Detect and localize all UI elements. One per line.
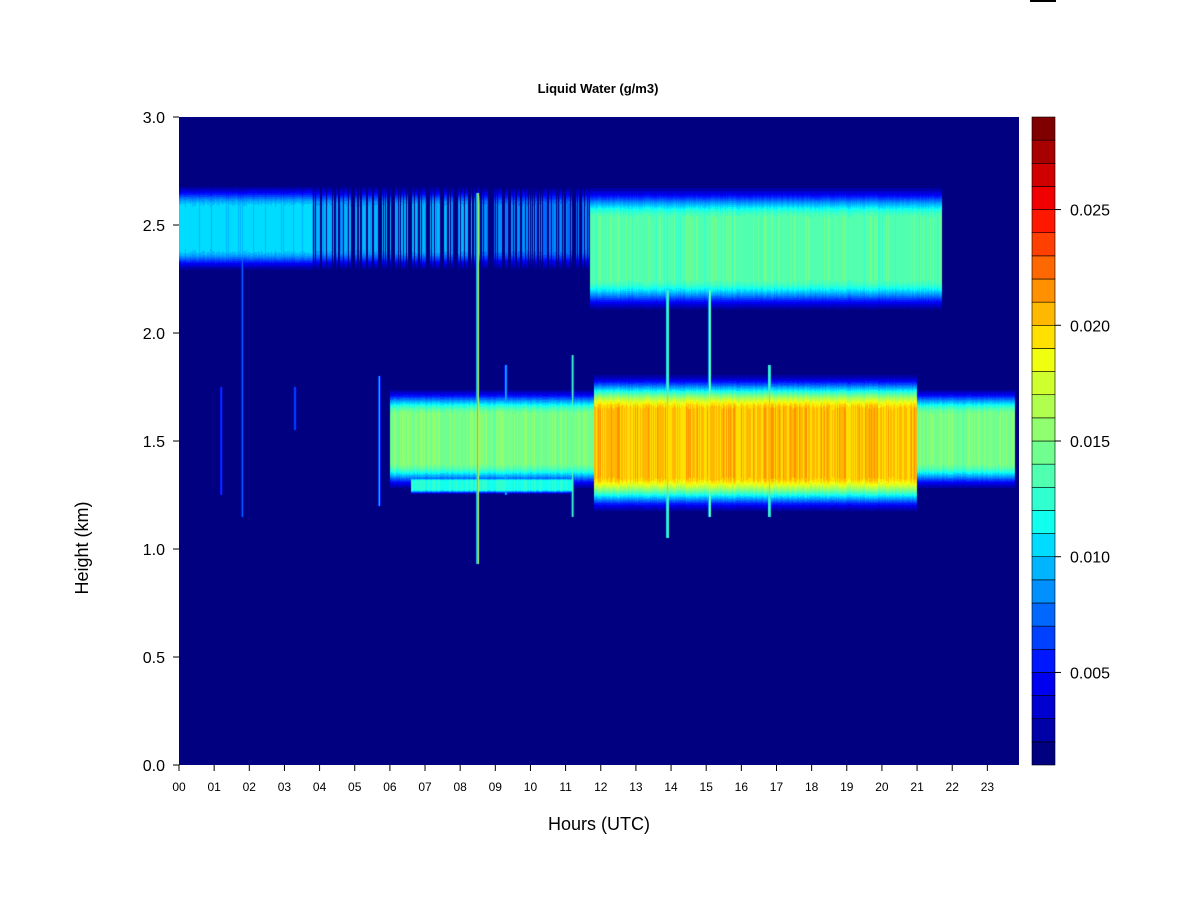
colorbar-swatch [1031, 440, 1056, 465]
x-tick-label: 13 [629, 780, 643, 794]
colorbar-swatch [1031, 162, 1056, 187]
colorbar-swatch [1031, 648, 1056, 673]
y-tick-label: 1.0 [143, 542, 165, 559]
colorbar-swatch [1031, 116, 1056, 141]
colorbar-swatch [1031, 556, 1056, 581]
colorbar-swatch [1031, 486, 1056, 511]
x-tick-label: 17 [770, 780, 784, 794]
colorbar-tick-label: 0.015 [1070, 434, 1110, 451]
heatmap-area [179, 117, 1019, 765]
x-tick-label: 04 [313, 780, 327, 794]
x-tick-label: 23 [981, 780, 995, 794]
x-tick-label: 01 [207, 780, 221, 794]
colorbar-swatch [1031, 348, 1056, 372]
y-tick-label: 3.0 [143, 110, 165, 127]
x-tick-label: 21 [910, 780, 924, 794]
colorbar-swatch [1031, 602, 1056, 627]
x-tick-label: 05 [348, 780, 362, 794]
colorbar-swatch [1031, 301, 1056, 326]
x-tick-label: 14 [664, 780, 678, 794]
y-tick-label: 2.0 [143, 326, 165, 343]
x-tick-label: 02 [243, 780, 257, 794]
colorbar-swatch [1031, 741, 1056, 766]
x-tick-label: 06 [383, 780, 397, 794]
x-tick-label: 07 [418, 780, 432, 794]
colorbar-tick-label: 0.010 [1070, 550, 1110, 567]
colorbar-tick-label: 0.025 [1070, 203, 1110, 220]
colorbar [1031, 116, 1056, 766]
colorbar-swatch [1031, 417, 1056, 442]
colorbar-swatch [1031, 371, 1056, 396]
colorbar-swatch [1031, 186, 1056, 210]
colorbar-swatch [1031, 533, 1056, 558]
x-tick-label: 10 [524, 780, 538, 794]
colorbar-swatch [1031, 463, 1056, 488]
x-tick-label: 00 [172, 780, 186, 794]
colorbar-ticks: 0.005 0.010 0.015 0.020 0.025 [1055, 203, 1110, 682]
x-axis: 00 01 02 03 04 05 06 07 08 09 10 11 12 13 14 15 16 17 18 19… [172, 765, 994, 794]
x-tick-label: 08 [453, 780, 467, 794]
x-tick-label: 09 [489, 780, 503, 794]
colorbar-swatch [1031, 510, 1056, 534]
colorbar-swatch [1031, 209, 1056, 234]
y-tick-label: 1.5 [143, 434, 165, 451]
x-tick-label: 11 [559, 780, 572, 794]
y-tick-label: 2.5 [143, 218, 165, 235]
colorbar-tick-label: 0.005 [1070, 665, 1110, 682]
legend-corner-mark [1030, 0, 1056, 2]
x-tick-label: 15 [700, 780, 714, 794]
x-tick-label: 22 [946, 780, 960, 794]
colorbar-swatch [1031, 718, 1056, 743]
y-axis-label: Height (km) [72, 501, 92, 594]
chart-title: Liquid Water (g/m3) [538, 81, 659, 96]
x-axis-label: Hours (UTC) [548, 814, 650, 834]
colorbar-swatch [1031, 324, 1056, 349]
colorbar-swatch [1031, 139, 1056, 164]
y-tick-label: 0.5 [143, 650, 165, 667]
colorbar-swatch [1031, 625, 1056, 650]
x-tick-label: 20 [875, 780, 889, 794]
colorbar-swatch [1031, 672, 1056, 696]
x-tick-label: 12 [594, 780, 608, 794]
x-tick-label: 03 [278, 780, 292, 794]
colorbar-swatch [1031, 255, 1056, 280]
colorbar-swatch [1031, 579, 1056, 604]
colorbar-swatch [1031, 232, 1056, 257]
colorbar-swatch [1031, 394, 1056, 419]
colorbar-swatch [1031, 695, 1056, 720]
y-axis: 0.0 0.5 1.0 1.5 2.0 2.5 3.0 [143, 110, 179, 775]
x-tick-label: 19 [840, 780, 854, 794]
colorbar-tick-label: 0.020 [1070, 318, 1110, 335]
x-tick-label: 18 [805, 780, 819, 794]
x-tick-label: 16 [735, 780, 749, 794]
y-tick-label: 0.0 [143, 758, 165, 775]
colorbar-swatch [1031, 278, 1056, 303]
